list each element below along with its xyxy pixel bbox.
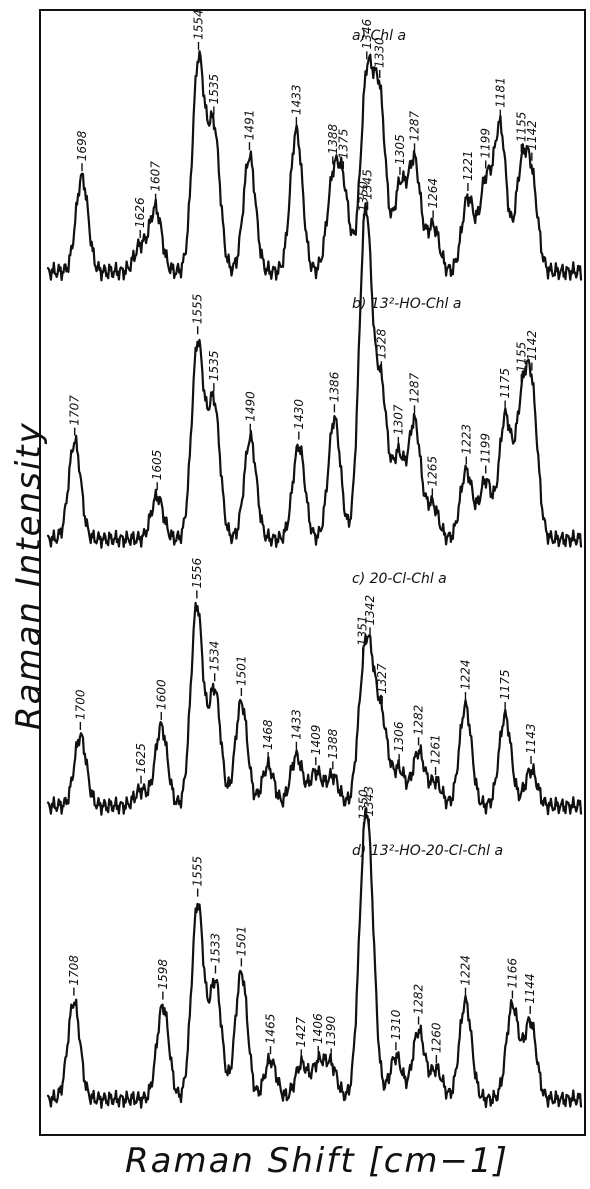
peak-label: 1175 xyxy=(498,669,512,700)
y-axis-label: Raman Intensity xyxy=(9,421,49,730)
peak-label: 1555 xyxy=(191,294,205,325)
peak-label: 1282 xyxy=(412,984,426,1015)
peak-label: 1433 xyxy=(289,84,303,115)
peak-label: 1224 xyxy=(458,659,472,690)
peak-label: 1554 xyxy=(191,9,205,40)
spectrum-panel: c) 20-Cl-Chl a 1700 1625 1600 1556 1534 1501 14… xyxy=(46,558,583,816)
peak-label: 1264 xyxy=(426,178,440,209)
spectrum-line xyxy=(46,601,583,816)
peak-label: 1430 xyxy=(292,399,306,430)
peak-label: 1224 xyxy=(458,955,472,986)
peak-label: 1181 xyxy=(493,77,507,108)
spectrum-panel: d) 13²-HO-20-Cl-Chl a 1708 1598 1555 1533 150… xyxy=(46,786,583,1109)
peak-label: 1175 xyxy=(498,368,512,399)
peak-label: 1625 xyxy=(134,743,148,774)
peak-label: 1155 xyxy=(514,342,528,373)
peak-label: 1388 xyxy=(326,123,340,154)
peak-label: 1534 xyxy=(208,641,222,672)
peak-label: 1490 xyxy=(243,391,257,422)
peak-label: 1698 xyxy=(75,130,89,161)
peak-label: 1626 xyxy=(133,197,147,228)
peak-label: 1265 xyxy=(425,456,439,487)
peak-label: 1328 xyxy=(374,328,388,359)
peak-label: 1386 xyxy=(327,371,341,402)
peak-label: 1427 xyxy=(294,1016,308,1047)
peak-label: 1282 xyxy=(412,705,426,736)
peak-label: 1409 xyxy=(309,725,323,756)
peak-label: 1142 xyxy=(525,120,539,151)
peak-label: 1708 xyxy=(67,955,81,986)
peak-label: 1260 xyxy=(429,1022,443,1053)
peak-label: 1501 xyxy=(234,655,248,686)
peak-label: 1345 xyxy=(361,169,375,200)
panel-label: d) 13²-HO-20-Cl-Chl a xyxy=(352,843,503,859)
peak-label: 1310 xyxy=(389,1009,403,1040)
peak-label: 1346 xyxy=(360,18,374,49)
peak-label: 1166 xyxy=(505,958,519,989)
peak-label: 1199 xyxy=(479,128,493,159)
plot-frame xyxy=(39,9,586,1136)
peak-label: 1535 xyxy=(207,351,221,382)
peak-label: 1350 xyxy=(357,789,371,820)
spectrum-line xyxy=(46,50,583,282)
peak-label: 1142 xyxy=(525,330,539,361)
spectrum-line xyxy=(46,202,583,549)
spectrum-panel: b) 13²-HO-Chl a 1707 1605 1555 1535 1490 1430 1… xyxy=(46,169,583,549)
peak-label: 1600 xyxy=(154,679,168,710)
peak-label: 1351 xyxy=(356,615,370,646)
peak-label: 1555 xyxy=(191,856,205,887)
peak-label: 1598 xyxy=(156,959,170,990)
x-axis-label: Raman Shift [cm−1] xyxy=(125,1141,509,1181)
peak-label: 1223 xyxy=(459,424,473,455)
peak-label: 1607 xyxy=(149,161,163,192)
peak-label: 1491 xyxy=(242,110,256,141)
peak-label: 1307 xyxy=(391,404,405,435)
peak-label: 1199 xyxy=(479,433,493,464)
peak-label: 1535 xyxy=(207,74,221,105)
peak-label: 1465 xyxy=(264,1014,278,1045)
peak-label: 1143 xyxy=(524,723,538,754)
peak-label: 1556 xyxy=(190,558,204,589)
peak-label: 1700 xyxy=(73,689,87,720)
peak-label: 1707 xyxy=(68,395,82,426)
peak-label: 1261 xyxy=(429,734,443,765)
peak-label: 1375 xyxy=(336,129,350,160)
peak-label: 1468 xyxy=(261,719,275,750)
panel-label: c) 20-Cl-Chl a xyxy=(352,571,447,587)
peak-label: 1327 xyxy=(375,663,389,694)
peak-label: 1305 xyxy=(393,134,407,165)
peak-label: 1330 xyxy=(373,37,387,68)
peak-label: 1406 xyxy=(311,1013,325,1044)
peak-label: 1388 xyxy=(326,728,340,759)
peak-label: 1501 xyxy=(234,926,248,957)
peak-label: 1433 xyxy=(289,709,303,740)
peak-label: 1390 xyxy=(324,1015,338,1046)
peak-label: 1221 xyxy=(461,150,475,181)
peak-label: 1343 xyxy=(362,786,376,817)
panel-label: b) 13²-HO-Chl a xyxy=(352,296,461,312)
peak-label: 1342 xyxy=(363,595,377,626)
peak-label: 1533 xyxy=(208,933,222,964)
peak-label: 1306 xyxy=(392,721,406,752)
peak-label: 1287 xyxy=(408,110,422,141)
spectrum-line xyxy=(46,807,583,1109)
peak-label: 1287 xyxy=(408,372,422,403)
panel-label: a) Chl a xyxy=(352,28,406,44)
peak-label: 1605 xyxy=(150,450,164,481)
peak-label: 1155 xyxy=(514,112,528,143)
peak-label: 1144 xyxy=(523,973,537,1004)
